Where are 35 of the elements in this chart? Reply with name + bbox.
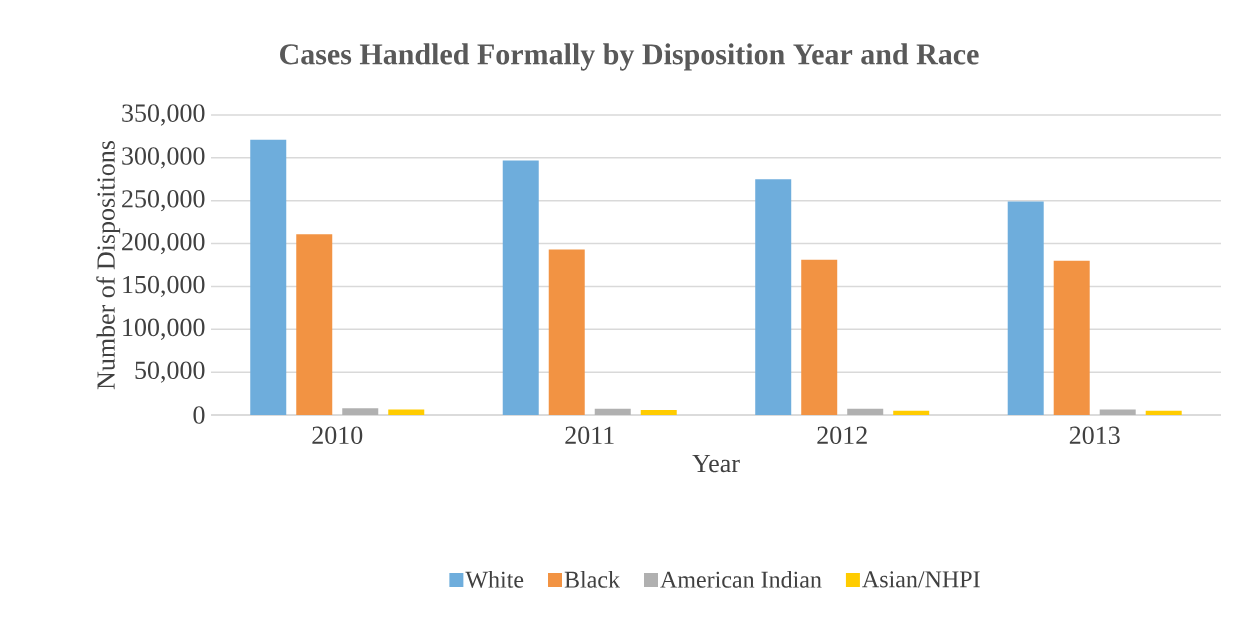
bar bbox=[548, 249, 585, 415]
bar bbox=[388, 409, 425, 415]
bar bbox=[755, 179, 792, 415]
bar bbox=[296, 234, 333, 415]
bar bbox=[801, 259, 838, 415]
bar bbox=[1099, 409, 1136, 415]
bar bbox=[847, 408, 884, 415]
bar bbox=[1145, 410, 1182, 415]
x-tick-label: 2010 bbox=[312, 426, 363, 445]
bar bbox=[640, 410, 677, 415]
y-tick-label: 50,000 bbox=[135, 361, 205, 383]
bar bbox=[250, 139, 287, 415]
x-tick-label: 2013 bbox=[1069, 426, 1120, 445]
x-axis-title: Year bbox=[692, 454, 740, 473]
y-tick-label: 200,000 bbox=[122, 232, 205, 255]
legend-label: American Indian bbox=[660, 570, 822, 588]
y-tick-label: 350,000 bbox=[122, 104, 205, 126]
legend-label: White bbox=[465, 570, 524, 588]
y-tick-label: 100,000 bbox=[123, 318, 205, 340]
y-tick-label: 300,000 bbox=[122, 147, 205, 169]
bar bbox=[1053, 260, 1090, 415]
y-tick-label: 0 bbox=[193, 406, 205, 424]
x-tick-label: 2011 bbox=[565, 426, 614, 445]
y-tick-label: 150,000 bbox=[123, 275, 205, 298]
bar bbox=[1007, 201, 1044, 415]
bar bbox=[594, 408, 631, 415]
bar bbox=[893, 410, 930, 415]
legend-label: Asian/NHPI bbox=[862, 571, 980, 588]
bar bbox=[342, 408, 379, 415]
x-tick-label: 2012 bbox=[817, 426, 867, 445]
legend-label: Black bbox=[564, 570, 620, 588]
y-axis-title: Number of Dispositions bbox=[96, 141, 121, 390]
chart-title: Cases Handled Formally by Disposition Year and Race bbox=[280, 43, 979, 71]
y-tick-label: 250,000 bbox=[122, 190, 205, 212]
bar bbox=[502, 160, 539, 415]
